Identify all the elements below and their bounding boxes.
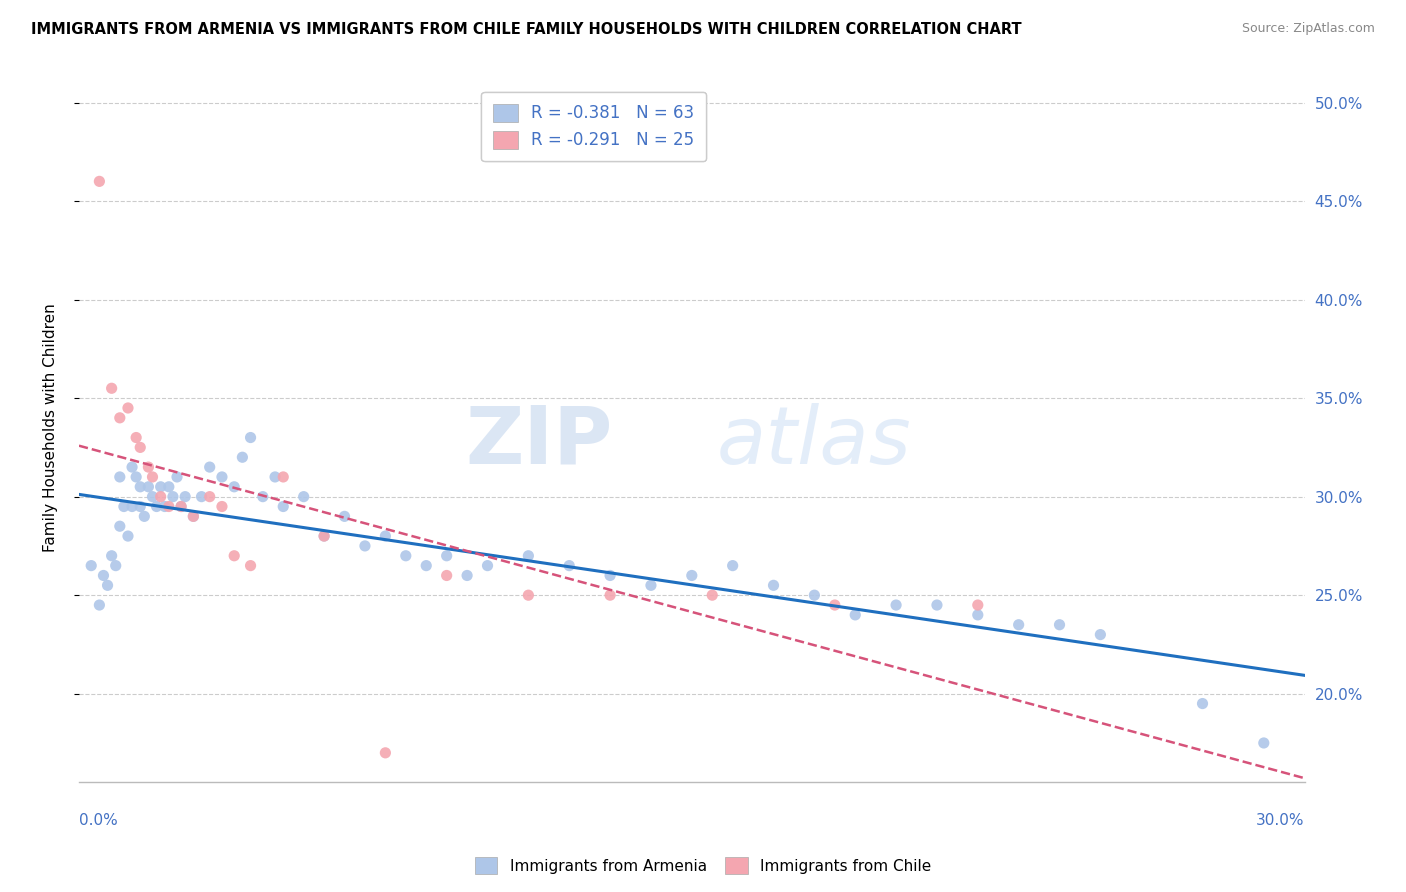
Point bbox=[108, 410, 131, 425]
Point bbox=[844, 607, 866, 622]
Point bbox=[599, 588, 621, 602]
Point bbox=[925, 598, 948, 612]
Point bbox=[884, 598, 907, 612]
Point bbox=[129, 480, 152, 494]
Point bbox=[141, 490, 163, 504]
Point bbox=[314, 529, 336, 543]
Point bbox=[141, 470, 163, 484]
Point bbox=[436, 549, 458, 563]
Point bbox=[824, 598, 846, 612]
Point bbox=[224, 549, 246, 563]
Point bbox=[271, 470, 294, 484]
Point bbox=[395, 549, 418, 563]
Point bbox=[517, 588, 540, 602]
Point bbox=[231, 450, 253, 465]
Point bbox=[138, 480, 160, 494]
Point bbox=[198, 490, 221, 504]
Point bbox=[157, 500, 180, 514]
Point bbox=[517, 549, 540, 563]
Point bbox=[108, 519, 131, 533]
Point bbox=[145, 500, 167, 514]
Point bbox=[162, 490, 184, 504]
Text: Source: ZipAtlas.com: Source: ZipAtlas.com bbox=[1241, 22, 1375, 36]
Point bbox=[1191, 697, 1213, 711]
Point bbox=[803, 588, 825, 602]
Text: atlas: atlas bbox=[717, 403, 911, 481]
Point bbox=[89, 174, 111, 188]
Point bbox=[89, 598, 111, 612]
Legend: R = -0.381   N = 63, R = -0.291   N = 25: R = -0.381 N = 63, R = -0.291 N = 25 bbox=[481, 92, 706, 161]
Point bbox=[117, 401, 139, 415]
Point bbox=[153, 500, 176, 514]
Point bbox=[264, 470, 287, 484]
Point bbox=[129, 500, 152, 514]
Point bbox=[252, 490, 274, 504]
Point bbox=[211, 470, 233, 484]
Point bbox=[121, 500, 143, 514]
Legend: Immigrants from Armenia, Immigrants from Chile: Immigrants from Armenia, Immigrants from… bbox=[468, 851, 938, 880]
Point bbox=[239, 558, 262, 573]
Point bbox=[1090, 627, 1112, 641]
Point bbox=[239, 431, 262, 445]
Point bbox=[125, 470, 148, 484]
Point bbox=[80, 558, 103, 573]
Point bbox=[456, 568, 478, 582]
Point bbox=[477, 558, 499, 573]
Point bbox=[149, 480, 172, 494]
Point bbox=[190, 490, 212, 504]
Point bbox=[702, 588, 724, 602]
Point bbox=[125, 431, 148, 445]
Point bbox=[354, 539, 377, 553]
Point bbox=[96, 578, 118, 592]
Point bbox=[292, 490, 315, 504]
Point bbox=[134, 509, 156, 524]
Text: 30.0%: 30.0% bbox=[1256, 813, 1305, 828]
Point bbox=[966, 607, 988, 622]
Point bbox=[108, 470, 131, 484]
Point bbox=[558, 558, 581, 573]
Point bbox=[121, 460, 143, 475]
Point bbox=[374, 529, 396, 543]
Point bbox=[415, 558, 437, 573]
Point bbox=[149, 490, 172, 504]
Point bbox=[1008, 617, 1031, 632]
Y-axis label: Family Households with Children: Family Households with Children bbox=[44, 303, 58, 552]
Point bbox=[112, 500, 135, 514]
Point bbox=[100, 549, 122, 563]
Point bbox=[170, 500, 193, 514]
Point bbox=[1253, 736, 1275, 750]
Point bbox=[183, 509, 205, 524]
Point bbox=[129, 441, 152, 455]
Text: 0.0%: 0.0% bbox=[79, 813, 118, 828]
Point bbox=[271, 500, 294, 514]
Point bbox=[374, 746, 396, 760]
Point bbox=[762, 578, 785, 592]
Point bbox=[174, 490, 197, 504]
Point bbox=[138, 460, 160, 475]
Text: IMMIGRANTS FROM ARMENIA VS IMMIGRANTS FROM CHILE FAMILY HOUSEHOLDS WITH CHILDREN: IMMIGRANTS FROM ARMENIA VS IMMIGRANTS FR… bbox=[31, 22, 1022, 37]
Point bbox=[104, 558, 127, 573]
Point bbox=[117, 529, 139, 543]
Point bbox=[211, 500, 233, 514]
Point bbox=[100, 381, 122, 395]
Point bbox=[333, 509, 356, 524]
Point bbox=[1049, 617, 1071, 632]
Point bbox=[170, 500, 193, 514]
Point bbox=[966, 598, 988, 612]
Point bbox=[224, 480, 246, 494]
Point bbox=[640, 578, 662, 592]
Point bbox=[157, 480, 180, 494]
Point bbox=[93, 568, 115, 582]
Point bbox=[599, 568, 621, 582]
Point bbox=[198, 460, 221, 475]
Text: ZIP: ZIP bbox=[465, 403, 612, 481]
Point bbox=[183, 509, 205, 524]
Point bbox=[681, 568, 703, 582]
Point bbox=[436, 568, 458, 582]
Point bbox=[314, 529, 336, 543]
Point bbox=[721, 558, 744, 573]
Point bbox=[166, 470, 188, 484]
